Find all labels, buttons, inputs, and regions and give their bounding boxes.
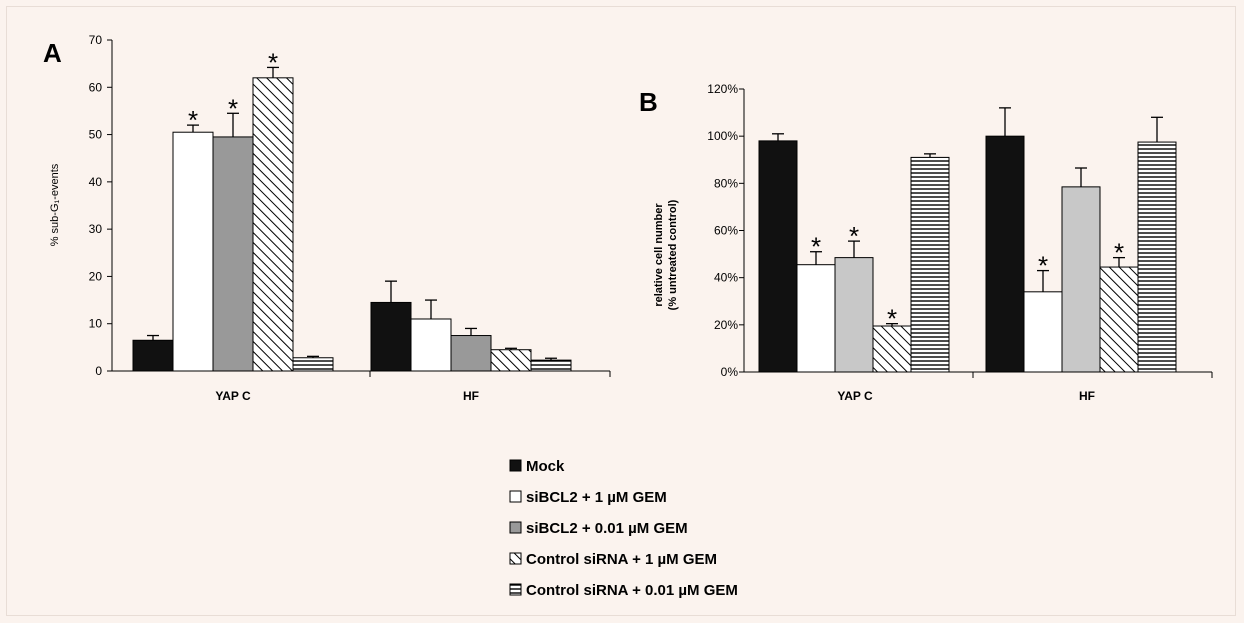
legend-label: Mock — [526, 458, 565, 475]
y-tick-label: 20 — [89, 269, 103, 283]
panel-a-bars — [132, 66, 572, 372]
panel-a-y-ticks: 0 10 20 30 40 50 60 70 — [89, 33, 112, 378]
significance-marker: * — [887, 304, 897, 334]
significance-marker: * — [1038, 251, 1048, 281]
panel-b-y-axis-label: relative cell number — [653, 203, 665, 307]
significance-marker: * — [228, 93, 238, 123]
bar — [1061, 186, 1101, 373]
bar — [834, 257, 874, 373]
significance-marker: * — [1114, 238, 1124, 268]
x-category-label: YAP C — [215, 389, 251, 403]
panel-b-label: B — [639, 87, 658, 117]
y-tick-label: 30 — [89, 222, 103, 236]
y-tick-label: 40 — [89, 175, 103, 189]
y-tick-label: 0% — [721, 365, 739, 379]
bar — [910, 156, 950, 373]
panel-a-y-axis-label: % sub-G₁-events — [49, 163, 61, 246]
y-tick-label: 120% — [707, 82, 738, 96]
bar — [1023, 291, 1063, 373]
significance-marker: * — [188, 105, 198, 135]
y-tick-label: 0 — [95, 364, 102, 378]
legend-label: siBCL2 + 0.01 µM GEM — [526, 520, 688, 537]
x-category-label: HF — [1079, 389, 1095, 403]
legend-item-control-001um: Control siRNA + 0.01 µM GEM — [509, 582, 738, 599]
panel-a-categories: YAP C HF — [215, 389, 479, 403]
panel-a-label: A — [43, 38, 62, 68]
y-tick-label: 10 — [89, 317, 103, 331]
x-category-label: YAP C — [837, 389, 873, 403]
bar — [252, 77, 294, 372]
panel-b: B relative cell number (% untreated cont… — [639, 82, 1213, 403]
bar — [1137, 141, 1177, 373]
bar — [796, 264, 836, 373]
y-tick-label: 100% — [707, 129, 738, 143]
x-category-label: HF — [463, 389, 479, 403]
significance-marker: * — [849, 221, 859, 251]
legend-label: Control siRNA + 1 µM GEM — [526, 551, 717, 568]
panel-b-bars — [758, 107, 1177, 373]
bar — [172, 131, 214, 372]
bar — [132, 339, 174, 372]
bar — [758, 140, 798, 373]
significance-marker: * — [811, 232, 821, 262]
legend-label: Control siRNA + 0.01 µM GEM — [526, 582, 738, 599]
figure-frame — [6, 6, 1236, 616]
legend-item-sibcl2-1um: siBCL2 + 1 µM GEM — [509, 489, 667, 506]
legend-swatch — [509, 490, 522, 503]
bar — [530, 359, 572, 372]
legend-swatch — [509, 459, 522, 472]
bar — [410, 318, 452, 372]
legend-item-control-1um: Control siRNA + 1 µM GEM — [509, 551, 717, 568]
significance-marker: * — [268, 47, 278, 77]
bar — [490, 349, 532, 372]
bar — [450, 335, 492, 372]
panel-b-significance: * * * * * — [811, 221, 1124, 334]
legend-swatch — [509, 521, 522, 534]
bar — [370, 301, 412, 372]
legend-swatch — [509, 583, 522, 596]
bar — [292, 357, 334, 372]
panel-b-y-axis-label-2: (% untreated control) — [667, 199, 679, 310]
y-tick-label: 50 — [89, 128, 103, 142]
legend: Mock siBCL2 + 1 µM GEM siBCL2 + 0.01 µM … — [509, 458, 738, 599]
legend-label: siBCL2 + 1 µM GEM — [526, 489, 667, 506]
y-tick-label: 40% — [714, 271, 738, 285]
y-tick-label: 60% — [714, 224, 738, 238]
bar — [985, 135, 1025, 373]
legend-swatch — [509, 552, 522, 565]
legend-item-mock: Mock — [509, 458, 565, 475]
y-tick-label: 80% — [714, 176, 738, 190]
y-tick-label: 60 — [89, 80, 103, 94]
legend-item-sibcl2-001um: siBCL2 + 0.01 µM GEM — [509, 520, 688, 537]
panel-b-y-ticks: 0% 20% 40% 60% 80% 100% 120% — [707, 82, 744, 379]
y-tick-label: 20% — [714, 318, 738, 332]
bar — [212, 136, 254, 372]
panel-a-significance: * * * — [188, 47, 278, 135]
panel-b-categories: YAP C HF — [837, 389, 1095, 403]
y-tick-label: 70 — [89, 33, 103, 47]
panel-a: A % sub-G₁-events 0 10 20 30 40 50 60 70 * * * YA… — [43, 33, 611, 403]
bar — [1099, 266, 1139, 373]
